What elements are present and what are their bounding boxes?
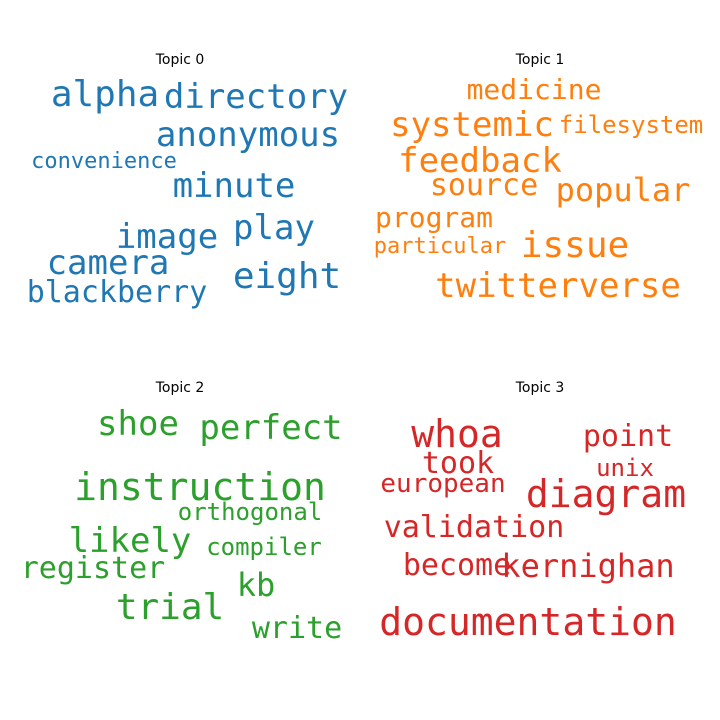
word-camera: camera <box>46 243 170 283</box>
word-european: european <box>380 469 506 499</box>
word-issue: issue <box>520 225 630 266</box>
word-diagram: diagram <box>525 472 687 516</box>
word-twitterverse: twitterverse <box>435 266 681 306</box>
word-feedback: feedback <box>398 141 562 181</box>
word-orthogonal: orthogonal <box>177 498 323 526</box>
word-medicine: medicine <box>466 73 602 106</box>
word-validation: validation <box>383 510 565 545</box>
word-point: point <box>582 419 674 454</box>
word-perfect: perfect <box>199 408 343 448</box>
word-unix: unix <box>596 454 654 482</box>
word-kernighan: kernighan <box>501 547 675 585</box>
word-filesystem: filesystem <box>558 111 704 139</box>
topic-panel-3: Topic 3 whoa point took unix european diagram… <box>360 328 720 688</box>
word-kb: kb <box>236 566 276 604</box>
word-image: image <box>115 217 219 257</box>
topic-panel-2: Topic 2 shoe perfect instruction orthogonal… <box>0 328 360 688</box>
word-blackberry: blackberry <box>26 275 208 310</box>
word-shoe: shoe <box>97 404 179 444</box>
word-play: play <box>233 208 315 248</box>
topic-panel-1: Topic 1 medicine systemic filesystem feedba… <box>360 0 720 360</box>
word-took: took <box>421 446 495 481</box>
word-convenience: convenience <box>31 149 177 174</box>
word-trial: trial <box>115 587 225 628</box>
word-directory: directory <box>163 77 349 117</box>
word-popular: popular <box>555 171 691 209</box>
topic-title: Topic 0 <box>155 52 205 68</box>
word-program: program <box>374 201 494 234</box>
word-eight: eight <box>232 256 342 297</box>
word-instruction: instruction <box>74 465 326 509</box>
word-register: register <box>20 551 166 586</box>
word-documentation: documentation <box>379 600 677 644</box>
word-become: become <box>402 548 512 583</box>
word-minute: minute <box>172 166 296 206</box>
word-anonymous: anonymous <box>155 115 341 155</box>
word-write: write <box>251 611 343 646</box>
word-whoa: whoa <box>411 412 503 456</box>
topic-title: Topic 3 <box>515 380 565 396</box>
word-alpha: alpha <box>50 74 160 115</box>
word-systemic: systemic <box>390 105 554 145</box>
word-compiler: compiler <box>206 533 322 561</box>
word-particular: particular <box>373 234 507 259</box>
topic-title: Topic 1 <box>515 52 565 68</box>
topic-panel-0: Topic 0 alpha directory anonymous convenien… <box>0 0 360 360</box>
topic-title: Topic 2 <box>155 380 205 396</box>
word-likely: likely <box>68 521 192 561</box>
word-source: source <box>429 168 539 203</box>
